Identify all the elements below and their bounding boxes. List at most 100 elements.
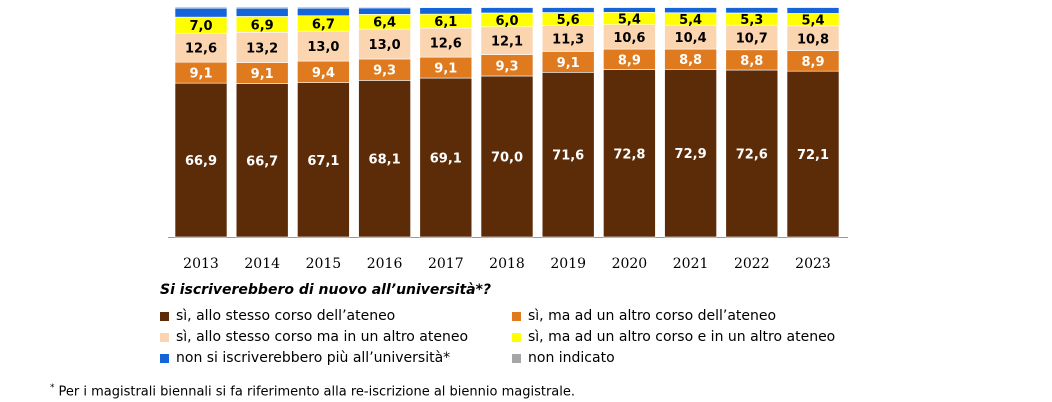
legend-label: non si iscriverebbero più all’università…	[176, 350, 451, 366]
data-label-2023-s2: 10,8	[797, 32, 829, 47]
data-label-2017-s1: 9,1	[434, 62, 457, 77]
data-label-2017-s0: 69,1	[430, 152, 462, 167]
bar-segment-2018-s2	[480, 26, 534, 55]
bar-segment-2016-s4	[358, 7, 411, 15]
data-label-2016-s2: 13,0	[369, 38, 401, 53]
data-label-2022-s2: 10,7	[736, 31, 768, 46]
legend-swatch-blue	[160, 353, 169, 363]
data-label-2020-s3: 5,4	[618, 13, 641, 28]
data-label-2014-s1: 9,1	[251, 67, 274, 82]
data-label-2015-s2: 13,0	[307, 40, 339, 55]
data-label-2019-s1: 9,1	[557, 56, 580, 71]
data-label-2018-s3: 6,0	[495, 14, 518, 29]
bar-segment-2023-s4	[786, 7, 840, 14]
data-label-2019-s2: 11,3	[552, 32, 584, 47]
data-label-2014-s2: 13,2	[246, 41, 278, 56]
bar-segment-2023-s0	[786, 70, 840, 238]
x-tick-label-2023: 2023	[795, 256, 831, 272]
x-tick-label-2013: 2013	[183, 256, 219, 272]
data-label-2017-s3: 6,1	[434, 15, 457, 30]
x-tick-label-2018: 2018	[489, 256, 525, 272]
legend-label: sì, ma ad un altro corso e in un altro a…	[528, 329, 836, 345]
data-label-2016-s3: 6,4	[373, 16, 396, 31]
legend-swatch-orange	[512, 311, 521, 321]
bar-segment-2018-s4	[480, 7, 534, 14]
legend-item-other-course-same-ateneo: sì, ma ad un altro corso dell’ateneo	[512, 308, 776, 324]
bar-segment-2016-s0	[358, 80, 411, 238]
bar-segment-2020-s0	[603, 69, 656, 238]
legend-item-not-indicated: non indicato	[512, 350, 615, 366]
bar-segment-2017-s5	[419, 6, 473, 8]
data-label-2017-s2: 12,6	[430, 37, 462, 52]
bar-segment-2013-s2	[174, 32, 228, 63]
data-label-2013-s1: 9,1	[189, 67, 212, 82]
legend-swatch-dark-brown	[160, 311, 169, 321]
footnote: * Per i magistrali biennali si fa riferim…	[50, 383, 575, 399]
x-tick-label-2021: 2021	[673, 256, 709, 272]
legend-swatch-yellow	[512, 332, 521, 342]
data-label-2013-s3: 7,0	[189, 19, 212, 34]
data-label-2021-s0: 72,9	[675, 147, 707, 162]
bar-segment-2022-s2	[725, 24, 779, 51]
bar-segment-2021-s0	[664, 69, 717, 238]
legend-item-would-not-reenroll: non si iscriverebbero più all’università…	[160, 350, 450, 366]
data-label-2023-s3: 5,4	[801, 14, 824, 29]
data-label-2014-s3: 6,9	[251, 18, 274, 33]
data-label-2021-s2: 10,4	[675, 31, 707, 46]
bar-segment-2020-s2	[603, 24, 656, 50]
bar-segment-2015-s0	[297, 82, 350, 238]
bar-segment-2019-s4	[541, 7, 595, 13]
data-label-2014-s0: 66,7	[246, 154, 278, 169]
data-label-2019-s3: 5,6	[557, 13, 580, 28]
footnote-text: Per i magistrali biennali si fa riferime…	[58, 384, 576, 400]
footnote-marker: *	[50, 383, 55, 393]
x-tick-label-2019: 2019	[550, 256, 586, 272]
x-tick-label-2020: 2020	[612, 256, 648, 272]
bar-segment-2022-s0	[725, 69, 779, 238]
data-label-2015-s3: 6,7	[312, 17, 335, 32]
bar-segment-2021-s4	[664, 7, 717, 14]
bar-segment-2015-s4	[297, 7, 350, 17]
bar-segment-2014-s4	[235, 7, 289, 17]
bar-segment-2022-s4	[725, 7, 779, 14]
data-label-2016-s1: 9,3	[373, 64, 396, 79]
legend-label: sì, allo stesso corso ma in un altro ate…	[176, 329, 469, 345]
legend-swatch-grey	[512, 353, 521, 363]
stacked-bar-chart: 66,9 9,1 12,6 7,0 2013 66,7 9,1 13,2 6,9 2014 67,1…	[168, 6, 848, 272]
bar-segment-2020-s4	[603, 7, 656, 13]
bar-segment-2017-s2	[419, 27, 473, 58]
bar-segment-2014-s5	[235, 6, 289, 9]
data-label-2015-s0: 67,1	[307, 154, 339, 169]
bar-segment-2017-s0	[419, 77, 473, 238]
legend-item-same-course-same-ateneo: sì, allo stesso corso dell’ateneo	[160, 308, 395, 324]
bar-segment-2016-s5	[358, 6, 411, 9]
data-label-2022-s3: 5,3	[740, 13, 763, 28]
data-label-2016-s0: 68,1	[369, 153, 401, 168]
bar-segment-2015-s5	[297, 6, 350, 9]
data-label-2023-s0: 72,1	[797, 148, 829, 163]
legend-label: non indicato	[528, 350, 615, 366]
bar-segment-2014-s2	[235, 31, 289, 63]
x-tick-label-2014: 2014	[244, 256, 280, 272]
x-tick-label-2017: 2017	[428, 256, 464, 272]
bar-segment-2014-s0	[235, 83, 289, 238]
legend-item-same-course-other-ateneo: sì, allo stesso corso ma in un altro ate…	[160, 329, 468, 345]
bar-segment-2018-s0	[480, 75, 534, 238]
bar-segment-2017-s4	[419, 7, 473, 15]
data-label-2021-s1: 8,8	[679, 53, 702, 68]
legend-label: sì, allo stesso corso dell’ateneo	[176, 308, 396, 324]
data-label-2020-s2: 10,6	[613, 31, 645, 46]
data-label-2015-s1: 9,4	[312, 66, 335, 81]
data-label-2018-s1: 9,3	[495, 59, 518, 74]
data-label-2021-s3: 5,4	[679, 13, 702, 28]
legend-title: Si iscriverebbero di nuovo all’universit…	[160, 282, 492, 298]
x-tick-label-2016: 2016	[367, 256, 403, 272]
bar-segment-2019-s0	[541, 72, 595, 238]
legend-label: sì, ma ad un altro corso dell’ateneo	[528, 308, 777, 324]
data-label-2023-s1: 8,9	[801, 55, 824, 70]
data-label-2013-s0: 66,9	[185, 154, 217, 169]
data-label-2013-s2: 12,6	[185, 42, 217, 57]
data-label-2020-s1: 8,9	[618, 53, 641, 68]
x-tick-label-2022: 2022	[734, 256, 770, 272]
bar-segment-2013-s5	[174, 6, 228, 9]
